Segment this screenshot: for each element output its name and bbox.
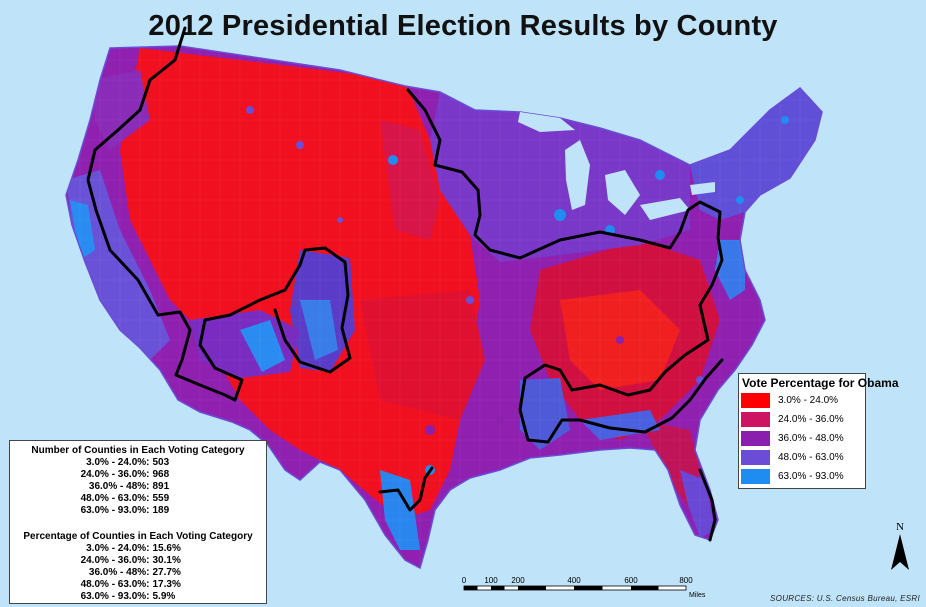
percent-value: 5.9% [152, 591, 176, 602]
percent-value: 30.1% [152, 555, 181, 566]
legend-label: 3.0% - 24.0% [778, 395, 839, 406]
legend-swatch [741, 469, 770, 484]
percent-value: 27.7% [152, 567, 181, 578]
legend-item: 36.0% - 48.0% [739, 429, 865, 448]
legend-label: 36.0% - 48.0% [778, 433, 844, 444]
scale-bar: 0 100 200 400 600 800 Miles [462, 576, 706, 599]
count-range: 36.0% - 48%: [88, 481, 150, 492]
percent-heading: Percentage of Counties in Each Voting Ca… [23, 531, 253, 542]
scale-unit: Miles [689, 592, 706, 599]
percent-range: 3.0% - 24.0%: [86, 543, 150, 554]
count-range: 3.0% - 24.0%: [86, 457, 150, 468]
map-title: 2012 Presidential Election Results by Co… [148, 10, 778, 42]
count-row: 48.0% - 63.0%: 559 [10, 493, 266, 505]
percent-range: 36.0% - 48%: [88, 567, 150, 578]
scale-tick-label: 100 [484, 576, 498, 585]
count-row: 3.0% - 24.0%: 503 [10, 457, 266, 469]
percent-row: 48.0% - 63.0%: 17.3% [10, 579, 266, 591]
county-stats-box: Number of Counties in Each Voting Catego… [9, 440, 267, 604]
count-row: 24.0% - 36.0%: 968 [10, 469, 266, 481]
percent-range: 24.0% - 36.0%: [80, 555, 150, 566]
scale-tick-label: 0 [462, 576, 467, 585]
legend-item: 48.0% - 63.0% [739, 448, 865, 467]
legend-swatch [741, 450, 770, 465]
legend-label: 48.0% - 63.0% [778, 452, 844, 463]
count-value: 503 [152, 457, 170, 468]
count-row: 63.0% - 93.0%: 189 [10, 505, 266, 517]
legend-label: 63.0% - 93.0% [778, 471, 844, 482]
north-label: N [896, 521, 904, 533]
legend-item: 24.0% - 36.0% [739, 410, 865, 429]
count-value: 891 [152, 481, 170, 492]
scale-tick-label: 400 [567, 576, 581, 585]
scale-tick-label: 600 [624, 576, 638, 585]
legend-title: Vote Percentage for Obama [742, 376, 899, 390]
count-value: 968 [152, 469, 170, 480]
percent-row: 63.0% - 93.0%: 5.9% [10, 591, 266, 603]
north-arrow: N [891, 521, 909, 570]
percent-row: 24.0% - 36.0%: 30.1% [10, 555, 266, 567]
count-value: 559 [152, 493, 170, 504]
percent-value: 15.6% [152, 543, 181, 554]
percent-row: 36.0% - 48%: 27.7% [10, 567, 266, 579]
legend-swatch [741, 431, 770, 446]
scale-tick-label: 200 [511, 576, 525, 585]
legend-swatch [741, 412, 770, 427]
legend-item: 3.0% - 24.0% [739, 391, 865, 410]
legend-label: 24.0% - 36.0% [778, 414, 844, 425]
legend-item: 63.0% - 93.0% [739, 467, 865, 486]
scale-tick-label: 800 [679, 576, 693, 585]
count-range: 24.0% - 36.0%: [80, 469, 150, 480]
percent-range: 63.0% - 93.0%: [80, 591, 150, 602]
legend-swatch [741, 393, 770, 408]
percent-value: 17.3% [152, 579, 181, 590]
count-row: 36.0% - 48%: 891 [10, 481, 266, 493]
count-range: 48.0% - 63.0%: [80, 493, 150, 504]
count-heading: Number of Counties in Each Voting Catego… [31, 445, 245, 456]
count-value: 189 [152, 505, 170, 516]
percent-range: 48.0% - 63.0%: [80, 579, 150, 590]
legend: Vote Percentage for Obama 3.0% - 24.0% 2… [738, 373, 899, 489]
count-range: 63.0% - 93.0%: [80, 505, 150, 516]
sources-credit: SOURCES: U.S. Census Bureau, ESRI [770, 594, 920, 603]
percent-row: 3.0% - 24.0%: 15.6% [10, 543, 266, 555]
